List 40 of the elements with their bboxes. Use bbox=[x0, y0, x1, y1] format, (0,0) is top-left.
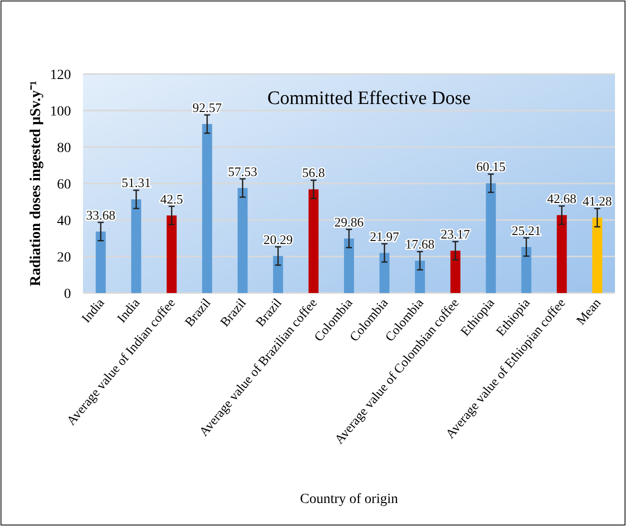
y-tick-label: 120 bbox=[50, 68, 71, 83]
data-label: 56.8 bbox=[302, 165, 325, 180]
bar bbox=[414, 260, 425, 293]
bar bbox=[592, 218, 602, 293]
bar bbox=[521, 246, 532, 293]
data-label: 60.15 bbox=[476, 159, 506, 174]
data-label: 92.57 bbox=[192, 100, 222, 115]
data-label: 21.97 bbox=[370, 228, 400, 244]
data-label: 57.53 bbox=[228, 164, 258, 179]
bar bbox=[556, 215, 567, 293]
y-tick-label: 60 bbox=[57, 178, 71, 192]
bar bbox=[450, 250, 460, 293]
data-label: 29.86 bbox=[334, 214, 364, 230]
bar bbox=[308, 189, 319, 293]
bar bbox=[379, 252, 390, 293]
data-label: 33.68 bbox=[86, 207, 116, 222]
y-tick-label: 20 bbox=[57, 250, 71, 266]
data-label: 51.31 bbox=[122, 175, 151, 190]
data-label: 42.68 bbox=[547, 190, 576, 206]
y-tick-label: 100 bbox=[50, 104, 71, 120]
x-axis-title: Country of origin bbox=[300, 492, 398, 507]
bar bbox=[344, 238, 354, 293]
data-label: 25.21 bbox=[512, 222, 541, 238]
y-tick-label: 40 bbox=[57, 214, 71, 229]
data-label: 41.28 bbox=[582, 194, 612, 209]
text: Committed Effective Dose bbox=[267, 88, 471, 109]
y-tick-label: 80 bbox=[57, 141, 71, 156]
bar bbox=[273, 256, 284, 293]
data-label: 17.68 bbox=[405, 236, 435, 252]
bar bbox=[238, 188, 248, 293]
bar bbox=[131, 199, 142, 293]
bar bbox=[202, 124, 212, 293]
bar bbox=[486, 183, 496, 293]
data-label: 23.17 bbox=[440, 226, 471, 242]
bar bbox=[96, 232, 106, 293]
bar bbox=[166, 215, 177, 293]
y-axis-title: Radiation doses ingested μSv.y⁻¹ bbox=[28, 80, 44, 286]
data-label: 42.5 bbox=[160, 191, 184, 206]
y-tick-label: 0 bbox=[64, 287, 71, 302]
data-label: 20.29 bbox=[263, 232, 293, 247]
